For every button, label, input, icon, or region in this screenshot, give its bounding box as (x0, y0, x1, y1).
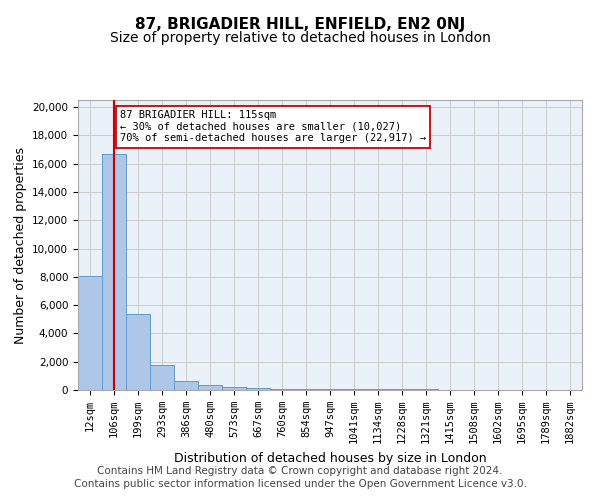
Bar (270, 388, 294, 390)
Y-axis label: Number of detached properties: Number of detached properties (14, 146, 26, 344)
Bar (102, 154, 126, 390)
Bar (78, 276, 102, 390)
Bar (222, 387, 246, 390)
Text: Contains HM Land Registry data © Crown copyright and database right 2024.: Contains HM Land Registry data © Crown c… (97, 466, 503, 476)
Bar (294, 389, 318, 390)
Bar (246, 388, 270, 390)
Bar (318, 389, 342, 390)
Text: 87, BRIGADIER HILL, ENFIELD, EN2 0NJ: 87, BRIGADIER HILL, ENFIELD, EN2 0NJ (135, 18, 465, 32)
Text: Contains public sector information licensed under the Open Government Licence v3: Contains public sector information licen… (74, 479, 526, 489)
Text: Size of property relative to detached houses in London: Size of property relative to detached ho… (110, 31, 490, 45)
Bar (174, 381, 198, 390)
Text: 87 BRIGADIER HILL: 115sqm
← 30% of detached houses are smaller (10,027)
70% of s: 87 BRIGADIER HILL: 115sqm ← 30% of detac… (120, 110, 426, 144)
Bar (342, 389, 366, 390)
Bar (150, 365, 174, 390)
Bar (198, 386, 222, 390)
Bar (126, 314, 150, 390)
X-axis label: Distribution of detached houses by size in London: Distribution of detached houses by size … (173, 452, 487, 465)
